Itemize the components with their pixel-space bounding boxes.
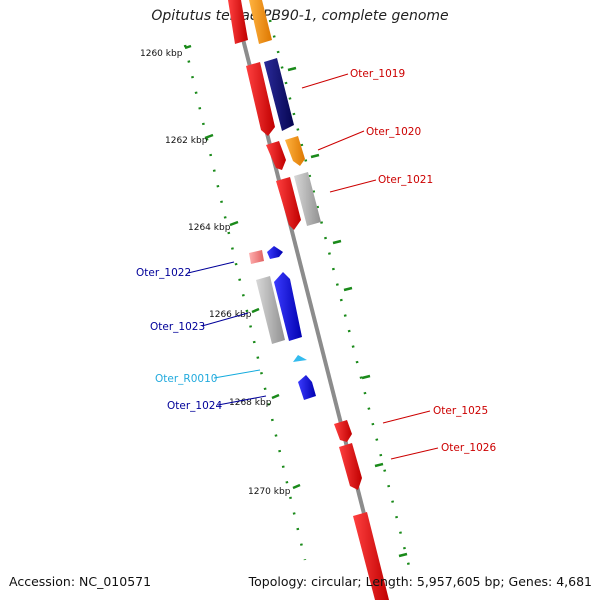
gene-label[interactable]: Oter_1020 bbox=[366, 126, 421, 138]
gene-label[interactable]: Oter_R0010 bbox=[155, 373, 217, 385]
gene-feature[interactable] bbox=[249, 250, 264, 264]
gene-feature[interactable] bbox=[293, 355, 307, 362]
gene-label[interactable]: Oter_1026 bbox=[441, 442, 496, 454]
gene-feature[interactable] bbox=[334, 420, 352, 442]
label-connector bbox=[187, 261, 235, 274]
kbp-label: 1260 kbp bbox=[140, 49, 183, 59]
accession-text: Accession: NC_010571 bbox=[9, 574, 152, 589]
tick-track-right bbox=[268, 19, 412, 571]
gene-label[interactable]: Oter_1019 bbox=[350, 68, 405, 80]
label-connector bbox=[213, 369, 261, 379]
major-tick bbox=[361, 374, 371, 380]
gene-feature[interactable] bbox=[274, 272, 302, 341]
major-tick bbox=[398, 552, 408, 558]
gene-feature[interactable] bbox=[264, 58, 294, 131]
major-tick bbox=[229, 220, 239, 227]
label-connector bbox=[382, 410, 431, 424]
kbp-label: 1270 kbp bbox=[248, 487, 291, 497]
diagram-title: Opitutus terrae PB90-1, complete genome bbox=[151, 8, 449, 24]
gene-feature[interactable] bbox=[266, 141, 286, 170]
label-connector bbox=[390, 447, 439, 460]
gene-feature[interactable] bbox=[256, 276, 285, 344]
gene-feature[interactable] bbox=[249, 0, 272, 44]
label-connector bbox=[301, 73, 349, 89]
major-tick bbox=[292, 483, 301, 490]
major-tick bbox=[271, 393, 280, 400]
label-connector bbox=[217, 395, 267, 406]
gene-feature[interactable] bbox=[353, 512, 389, 600]
major-tick bbox=[204, 133, 214, 140]
gene-feature[interactable] bbox=[339, 443, 362, 490]
major-tick bbox=[251, 307, 260, 314]
major-tick bbox=[184, 44, 192, 50]
major-tick bbox=[287, 66, 297, 72]
gene-feature[interactable] bbox=[298, 375, 316, 400]
gene-feature[interactable] bbox=[285, 136, 305, 166]
major-tick bbox=[343, 286, 353, 292]
gene-feature[interactable] bbox=[267, 246, 283, 259]
label-connector bbox=[329, 179, 377, 193]
major-tick bbox=[332, 239, 342, 245]
gene-label[interactable]: Oter_1023 bbox=[150, 321, 205, 333]
gene-feature[interactable] bbox=[228, 0, 248, 44]
label-connector bbox=[317, 130, 365, 151]
genome-summary-text: Topology: circular; Length: 5,957,605 bp… bbox=[248, 574, 592, 589]
major-tick bbox=[310, 153, 320, 159]
kbp-label: 1268 kbp bbox=[229, 398, 272, 408]
kbp-label: 1264 kbp bbox=[188, 223, 231, 233]
gene-feature[interactable] bbox=[246, 62, 275, 136]
major-tick bbox=[374, 462, 384, 468]
gene-feature[interactable] bbox=[276, 177, 301, 230]
tick-track-left bbox=[183, 44, 307, 561]
gene-label[interactable]: Oter_1022 bbox=[136, 267, 191, 279]
gene-label[interactable]: Oter_1024 bbox=[167, 400, 222, 412]
gene-feature[interactable] bbox=[294, 172, 321, 226]
gene-label[interactable]: Oter_1021 bbox=[378, 174, 433, 186]
gene-label[interactable]: Oter_1025 bbox=[433, 405, 488, 417]
label-connector bbox=[201, 312, 249, 327]
kbp-label: 1262 kbp bbox=[165, 136, 208, 146]
kbp-label: 1266 kbp bbox=[209, 310, 252, 320]
